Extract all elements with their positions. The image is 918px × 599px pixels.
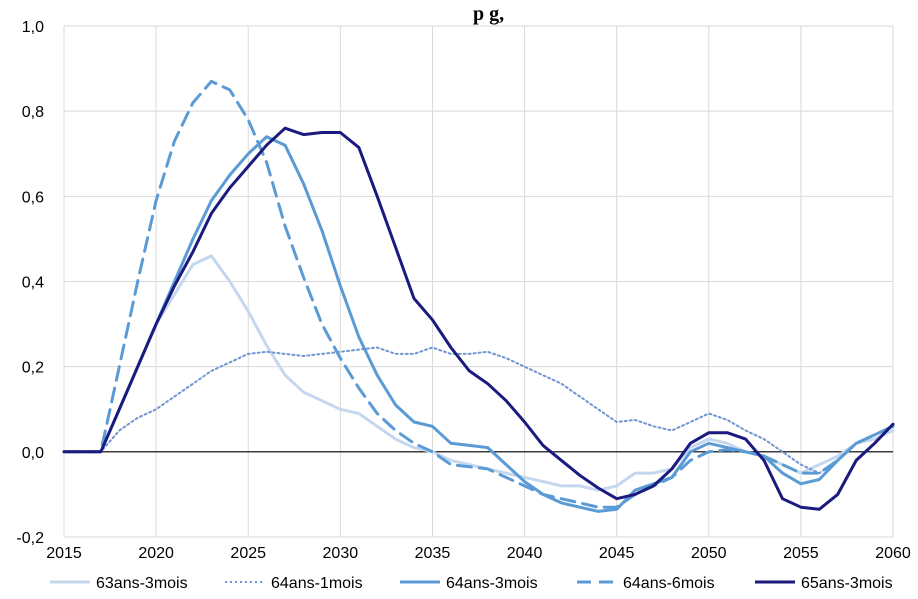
x-tick-label: 2055 (783, 545, 819, 562)
y-axis-tick-labels: -0,2 0,0 0,2 0,4 0,6 0,8 1,0 (16, 19, 44, 547)
y-tick-label: 1,0 (22, 19, 44, 36)
x-tick-label: 2045 (599, 545, 635, 562)
series-line-63ans-3mois (62, 254, 895, 492)
series-line-65ans-3mois (62, 126, 895, 511)
series-lines (62, 79, 895, 513)
title-fragment-text: p g, (473, 3, 504, 25)
x-tick-label: 2060 (875, 545, 911, 562)
title-fragment: p g, (473, 3, 504, 25)
series-line-64ans-1mois (63, 346, 894, 475)
legend-label: 65ans-3mois (801, 575, 893, 592)
x-tick-label: 2035 (415, 545, 451, 562)
x-tick-label: 2030 (323, 545, 359, 562)
y-tick-label: 0,6 (22, 189, 44, 206)
legend: 63ans-3mois 64ans-1mois 64ans-3mois 64ans-6… (50, 575, 893, 592)
x-tick-label: 2020 (138, 545, 174, 562)
y-tick-label: -0,2 (16, 530, 44, 547)
x-tick-label: 2040 (507, 545, 543, 562)
x-axis-tick-labels: 2015 2020 2025 2030 2035 2040 2045 2050 2055 2060 (46, 545, 911, 562)
y-tick-label: 0,2 (22, 360, 44, 377)
x-tick-label: 2015 (46, 545, 82, 562)
series-line-64ans-6mois (62, 79, 895, 509)
legend-label: 64ans-6mois (623, 575, 715, 592)
y-tick-label: 0,4 (22, 275, 44, 292)
legend-label: 64ans-1mois (271, 575, 363, 592)
legend-label: 63ans-3mois (96, 575, 188, 592)
series-line-64ans-3mois (62, 135, 895, 513)
x-tick-label: 2025 (230, 545, 266, 562)
y-tick-label: 0,8 (22, 104, 44, 121)
y-tick-label: 0,0 (22, 445, 44, 462)
legend-label: 64ans-3mois (446, 575, 538, 592)
x-tick-label: 2050 (691, 545, 727, 562)
